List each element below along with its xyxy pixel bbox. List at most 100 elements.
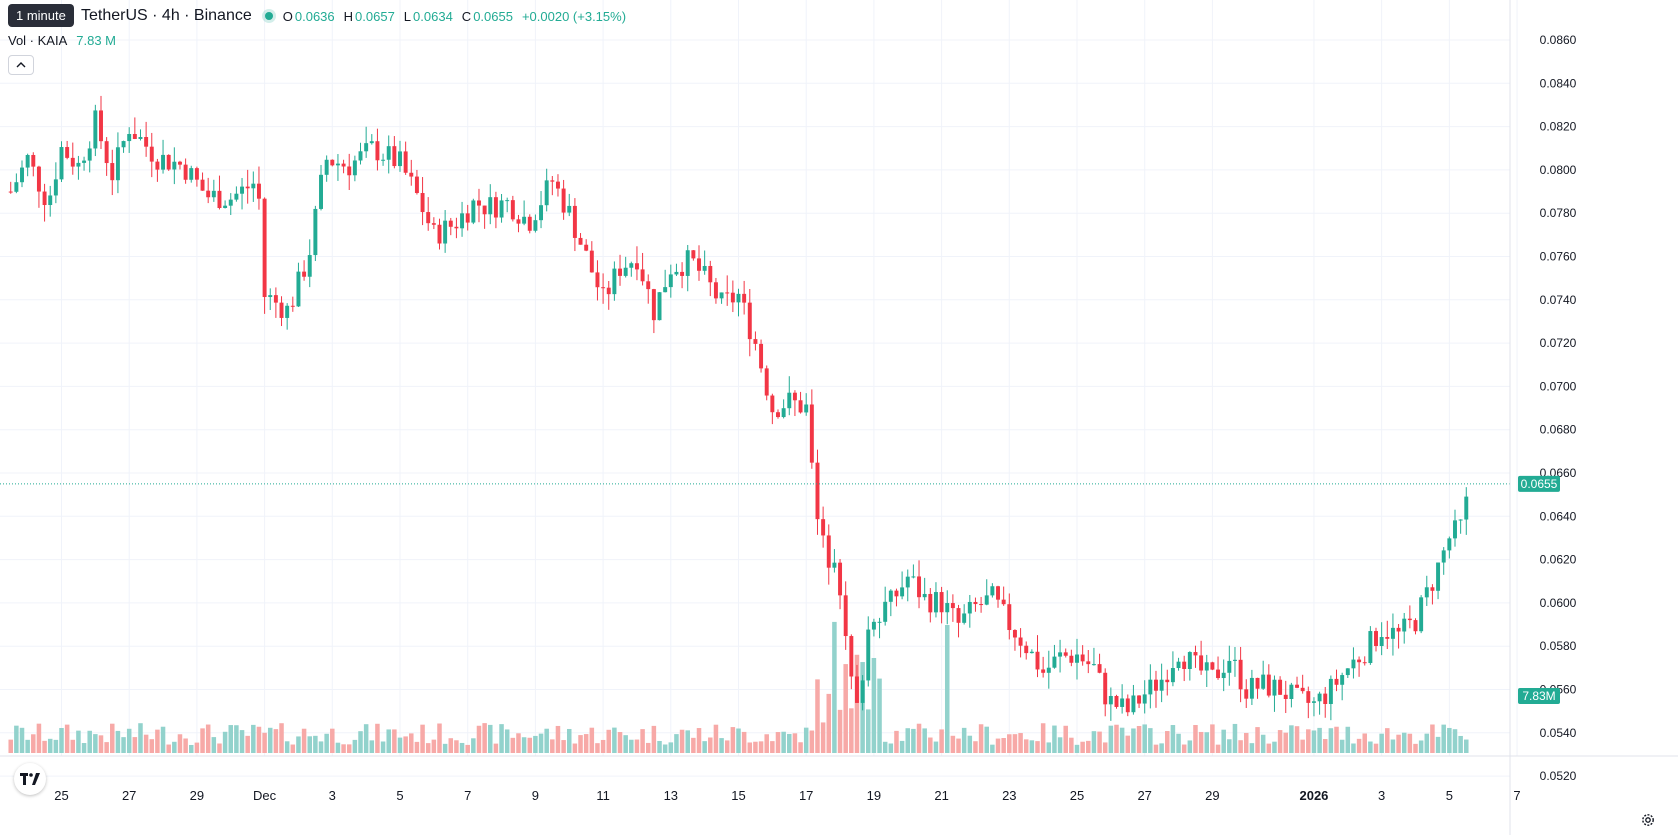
candle-body — [550, 180, 555, 182]
volume-bar — [933, 741, 939, 753]
volume-bar — [189, 744, 194, 753]
volume-bar — [183, 738, 188, 753]
volume-bar — [905, 728, 911, 753]
price-tick-label: 0.0740 — [1540, 293, 1577, 307]
candle-body — [1436, 562, 1441, 591]
candle-body — [1396, 627, 1401, 632]
candle-body — [838, 562, 843, 596]
volume-bar — [8, 739, 13, 753]
volume-bar — [832, 621, 837, 753]
candle-body — [307, 255, 312, 277]
volume-bar — [346, 744, 352, 753]
volume-bar — [1424, 733, 1430, 753]
candle-body — [488, 197, 493, 215]
volume-bar — [1176, 733, 1181, 753]
volume-bar — [1029, 740, 1035, 753]
volume-bar — [98, 735, 104, 753]
candle-body — [1086, 661, 1091, 665]
candle-body — [499, 200, 504, 218]
candle-body — [804, 404, 809, 413]
candle-body — [1210, 662, 1215, 670]
volume-bar — [589, 727, 595, 753]
volume-bar — [764, 734, 769, 753]
volume-bar — [1413, 743, 1418, 753]
candle-body — [115, 147, 120, 181]
volume-bar — [138, 723, 143, 753]
tradingview-logo[interactable] — [14, 763, 46, 795]
candle-body — [42, 191, 47, 206]
volume-bar — [815, 679, 820, 753]
candle-body — [832, 562, 837, 568]
candle-body — [595, 272, 600, 288]
candle-body — [759, 343, 764, 369]
volume-bar — [1215, 744, 1221, 753]
volume-bar — [1057, 737, 1063, 753]
volume-bar — [1266, 743, 1272, 753]
volume-bar — [736, 728, 741, 753]
candle-body — [200, 179, 205, 191]
candle-body — [1154, 679, 1158, 691]
volume-bar — [471, 738, 476, 753]
volume-bar — [724, 740, 730, 753]
candle-body — [1368, 631, 1373, 664]
candle-body — [629, 263, 634, 268]
volume-bar — [606, 729, 611, 753]
time-tick-label: 17 — [799, 788, 813, 803]
candle-body — [1058, 652, 1063, 657]
volume-bar — [1385, 728, 1390, 753]
candle-body — [324, 159, 329, 175]
time-tick-label: 5 — [1446, 788, 1453, 803]
candle-body — [855, 676, 859, 703]
candle-body — [505, 200, 510, 202]
candle-body — [1108, 695, 1113, 705]
candle-body — [1007, 604, 1012, 631]
volume-bar — [1232, 723, 1238, 753]
volume-bar — [572, 743, 578, 753]
high-label: H — [343, 8, 354, 24]
candle-body — [375, 141, 380, 161]
volume-title[interactable]: Vol · KAIA — [8, 32, 68, 48]
volume-bar — [228, 725, 234, 753]
candle-body — [1317, 693, 1322, 702]
price-tick-label: 0.0620 — [1540, 553, 1577, 567]
candle-body — [510, 200, 515, 220]
candle-body — [685, 250, 690, 276]
volume-bar — [53, 739, 59, 753]
volume-bar — [1080, 741, 1085, 753]
volume-bar — [708, 737, 713, 753]
candle-body — [1311, 701, 1316, 703]
time-tick-label: 11 — [596, 788, 610, 803]
candle-body — [697, 258, 701, 271]
candle-body — [764, 368, 769, 396]
candle-body — [341, 163, 346, 167]
chart-settings-button[interactable] — [1640, 812, 1656, 833]
symbol-title[interactable]: TetherUS · 4h · Binance — [81, 7, 252, 24]
volume-bar — [899, 740, 905, 753]
volume-bar — [459, 742, 465, 753]
time-tick-label: 5 — [396, 788, 403, 803]
volume-bar — [521, 737, 527, 753]
price-tick-label: 0.0780 — [1540, 206, 1577, 220]
volume-bar — [1441, 724, 1446, 753]
volume-bar — [493, 743, 499, 753]
candle-body — [1075, 654, 1079, 663]
candle-body — [555, 181, 560, 189]
volume-bar — [798, 742, 803, 753]
candle-body — [166, 154, 171, 170]
volume-bar — [961, 727, 967, 753]
collapse-legend-button[interactable] — [8, 55, 34, 75]
candle-body — [70, 157, 75, 167]
volume-bar — [1069, 737, 1074, 753]
price-tick-label: 0.0700 — [1540, 379, 1577, 393]
candle-body — [121, 141, 126, 148]
candle-body — [1345, 668, 1350, 676]
candle-body — [843, 595, 848, 637]
candle-body — [8, 191, 13, 193]
volume-bar — [1165, 731, 1170, 753]
volume-bar — [984, 726, 989, 753]
candle-body — [183, 164, 188, 180]
candle-body — [1069, 655, 1074, 663]
candle-body — [386, 146, 391, 160]
candle-body — [990, 586, 995, 596]
